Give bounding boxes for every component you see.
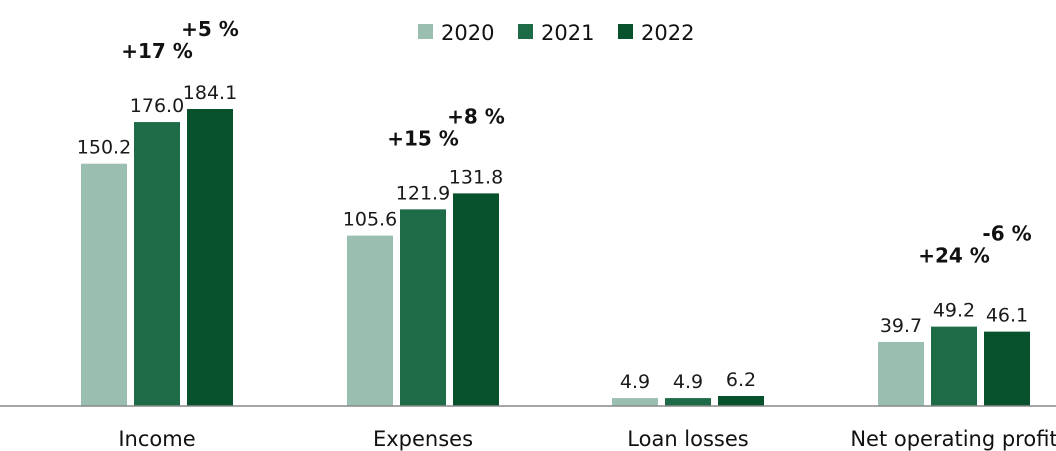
category-labels: Income Expenses Loan losses Net operating p… bbox=[118, 427, 1056, 451]
value-label: 4.9 bbox=[673, 371, 703, 393]
bar-2021-expenses bbox=[400, 209, 446, 406]
change-vs-2020: +15 % bbox=[387, 126, 459, 150]
category-label: Loan losses bbox=[627, 427, 748, 451]
legend-label-2020: 2020 bbox=[441, 21, 494, 45]
bar-2022-expenses bbox=[453, 193, 499, 406]
legend-swatch-2022 bbox=[618, 24, 633, 39]
category-label: Expenses bbox=[373, 427, 473, 451]
legend-swatch-2021 bbox=[518, 24, 533, 39]
category-label: Net operating profit bbox=[850, 427, 1056, 451]
bar-2022-income bbox=[187, 109, 233, 406]
value-label: 46.1 bbox=[986, 305, 1028, 327]
bar-2020-income bbox=[81, 163, 127, 406]
legend-swatch-2020 bbox=[418, 24, 433, 39]
bar-2020-expenses bbox=[347, 235, 393, 406]
change-annotations: +17 %+5 % +15 %+8 % +24 %-6 % bbox=[121, 17, 1031, 268]
bar-2020-loan-losses bbox=[612, 398, 658, 406]
bar-2020-net-operating-profit bbox=[878, 341, 924, 406]
legend-label-2022: 2022 bbox=[641, 21, 694, 45]
bar-2021-loan-losses bbox=[665, 398, 711, 406]
change-vs-2021: -6 % bbox=[982, 222, 1031, 246]
value-label: 121.9 bbox=[396, 182, 450, 204]
change-vs-2021: +8 % bbox=[447, 104, 505, 128]
value-label: 105.6 bbox=[343, 209, 397, 231]
value-label: 4.9 bbox=[620, 371, 650, 393]
bar-2022-loan-losses bbox=[718, 395, 764, 406]
bar-2022-net-operating-profit bbox=[984, 331, 1030, 406]
legend: 2020 2021 2022 bbox=[418, 21, 694, 45]
value-label: 150.2 bbox=[77, 137, 131, 159]
change-vs-2020: +17 % bbox=[121, 39, 193, 63]
bars bbox=[81, 109, 1030, 406]
value-label: 176.0 bbox=[130, 95, 184, 117]
category-label: Income bbox=[118, 427, 195, 451]
bar-2021-income bbox=[134, 122, 180, 406]
value-label: 49.2 bbox=[933, 300, 975, 322]
legend-label-2021: 2021 bbox=[541, 21, 594, 45]
value-label: 131.8 bbox=[449, 166, 503, 188]
change-vs-2020: +24 % bbox=[918, 244, 990, 268]
value-label: 6.2 bbox=[726, 369, 756, 391]
bar-2021-net-operating-profit bbox=[931, 326, 977, 406]
value-label: 184.1 bbox=[183, 82, 237, 104]
change-vs-2021: +5 % bbox=[181, 17, 239, 41]
value-label: 39.7 bbox=[880, 315, 922, 337]
